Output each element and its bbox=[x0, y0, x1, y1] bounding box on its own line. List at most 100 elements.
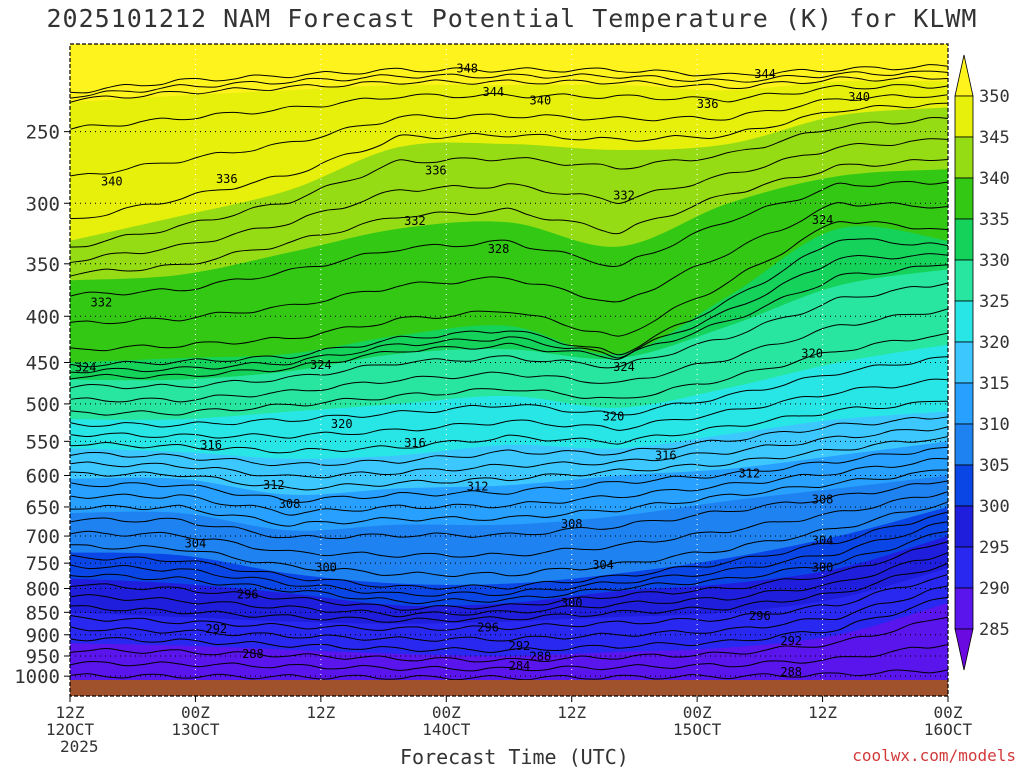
contour-line bbox=[69, 491, 949, 558]
colorbar-segment bbox=[954, 587, 974, 630]
contour-label: 296 bbox=[237, 587, 259, 601]
x-tick-label: 2025 bbox=[60, 737, 99, 756]
colorbar-label: 290 bbox=[979, 579, 1010, 599]
x-tick-label: 16OCT bbox=[924, 720, 973, 739]
contour-label: 288 bbox=[780, 665, 802, 679]
contour-label: 316 bbox=[655, 448, 677, 462]
contour-label: 324 bbox=[812, 213, 834, 227]
contour-label-layer: 348 344 340 344 340 336 340 336 336 332 324 332 328 3… bbox=[75, 62, 870, 679]
colorbar-label: 295 bbox=[979, 538, 1010, 558]
colorbar-segment bbox=[954, 218, 974, 261]
y-tick-label: 450 bbox=[26, 353, 60, 375]
contour-line bbox=[69, 356, 949, 428]
colorbar-label: 320 bbox=[979, 333, 1010, 353]
contour-label: 324 bbox=[310, 358, 332, 372]
contour-line bbox=[69, 378, 949, 439]
contour-label: 296 bbox=[749, 609, 771, 623]
contour-label: 344 bbox=[482, 85, 504, 99]
contour-label: 320 bbox=[801, 347, 823, 361]
contour-label: 300 bbox=[561, 596, 583, 610]
colorbar-segment bbox=[954, 382, 974, 425]
contour-label: 308 bbox=[279, 497, 301, 511]
x-tick-label: 14OCT bbox=[422, 720, 471, 739]
contour-label: 312 bbox=[739, 467, 761, 481]
contour-line bbox=[69, 585, 949, 642]
chart-title: 2025101212 NAM Forecast Potential Temper… bbox=[46, 4, 978, 33]
contour-line bbox=[69, 253, 949, 374]
colorbar-segment bbox=[954, 423, 974, 466]
contour-line bbox=[69, 202, 949, 325]
contour-line bbox=[69, 436, 949, 491]
contour-label: 316 bbox=[404, 436, 426, 450]
y-tick-label: 500 bbox=[26, 394, 60, 416]
contour-fill-layer bbox=[70, 44, 948, 683]
y-tick-label: 750 bbox=[26, 553, 60, 575]
colorbar-label: 330 bbox=[979, 251, 1010, 271]
colorbar-label: 325 bbox=[979, 292, 1010, 312]
contour-label: 340 bbox=[530, 94, 552, 108]
colorbar-label: 305 bbox=[979, 456, 1010, 476]
contour-line bbox=[69, 158, 949, 277]
x-tick-label: 13OCT bbox=[171, 720, 220, 739]
colorbar: 350 345 340 335 330 325 320 315 310 305 300 295 290 2… bbox=[954, 54, 1010, 671]
contour-line bbox=[69, 669, 949, 681]
colorbar-segment bbox=[954, 136, 974, 179]
contour-label: 328 bbox=[488, 242, 510, 256]
contour-label: 312 bbox=[263, 478, 285, 492]
ground-bar bbox=[70, 680, 948, 696]
contour-line bbox=[69, 75, 949, 103]
x-tick-label: 12Z bbox=[306, 703, 335, 722]
contour-label: 320 bbox=[603, 409, 625, 423]
contour-line bbox=[69, 138, 949, 263]
contour-line bbox=[69, 541, 949, 611]
colorbar-segment bbox=[954, 177, 974, 220]
colorbar-label: 350 bbox=[979, 87, 1010, 107]
contour-line bbox=[69, 458, 949, 516]
x-tick-label: 00Z bbox=[683, 703, 712, 722]
contour-line bbox=[69, 469, 949, 527]
contour-line bbox=[69, 480, 949, 540]
colorbar-segment bbox=[954, 95, 974, 138]
y-tick-label: 550 bbox=[26, 431, 60, 453]
contour-label: 340 bbox=[848, 90, 870, 104]
ground-layer bbox=[70, 680, 948, 696]
contour-line bbox=[69, 308, 949, 403]
contour-line bbox=[69, 70, 949, 99]
x-axis-title: Forecast Time (UTC) bbox=[400, 745, 629, 769]
contour-label: 324 bbox=[613, 360, 635, 374]
y-tick-label: 1000 bbox=[14, 666, 60, 688]
colorbar-label: 335 bbox=[979, 210, 1010, 230]
colorbar-segment bbox=[954, 341, 974, 384]
colorbar-label: 285 bbox=[979, 620, 1010, 640]
x-tick-label: 00Z bbox=[432, 703, 461, 722]
credit-link[interactable]: coolwx.com/models bbox=[852, 746, 1016, 765]
contour-line bbox=[69, 501, 949, 577]
y-tick-label: 250 bbox=[26, 122, 60, 144]
contour-label: 340 bbox=[101, 175, 123, 189]
x-tick-label: 00Z bbox=[181, 703, 210, 722]
contour-label: 336 bbox=[216, 172, 238, 186]
contour-label: 284 bbox=[509, 659, 531, 673]
colorbar-label: 315 bbox=[979, 374, 1010, 394]
x-tick-label: 12Z bbox=[56, 703, 85, 722]
contour-label: 344 bbox=[754, 67, 776, 81]
colorbar-segment bbox=[954, 300, 974, 343]
contour-line bbox=[69, 426, 949, 479]
x-tick-label: 12OCT bbox=[46, 720, 95, 739]
x-tick-label: 12Z bbox=[557, 703, 586, 722]
y-tick-label: 400 bbox=[26, 306, 60, 328]
contour-label: 288 bbox=[242, 647, 264, 661]
contour-line bbox=[69, 282, 949, 390]
colorbar-label: 340 bbox=[979, 169, 1010, 189]
colorbar-segment bbox=[954, 546, 974, 589]
axes-layer: 2503003504004505005506006507007508008509… bbox=[14, 43, 973, 756]
contour-line bbox=[69, 616, 949, 663]
y-tick-label: 700 bbox=[26, 526, 60, 548]
contour-line bbox=[69, 332, 949, 416]
y-tick-label: 600 bbox=[26, 466, 60, 488]
contour-label: 308 bbox=[561, 517, 583, 531]
y-tick-label: 950 bbox=[26, 646, 60, 668]
contour-line bbox=[69, 446, 949, 503]
contour-line bbox=[69, 552, 949, 618]
